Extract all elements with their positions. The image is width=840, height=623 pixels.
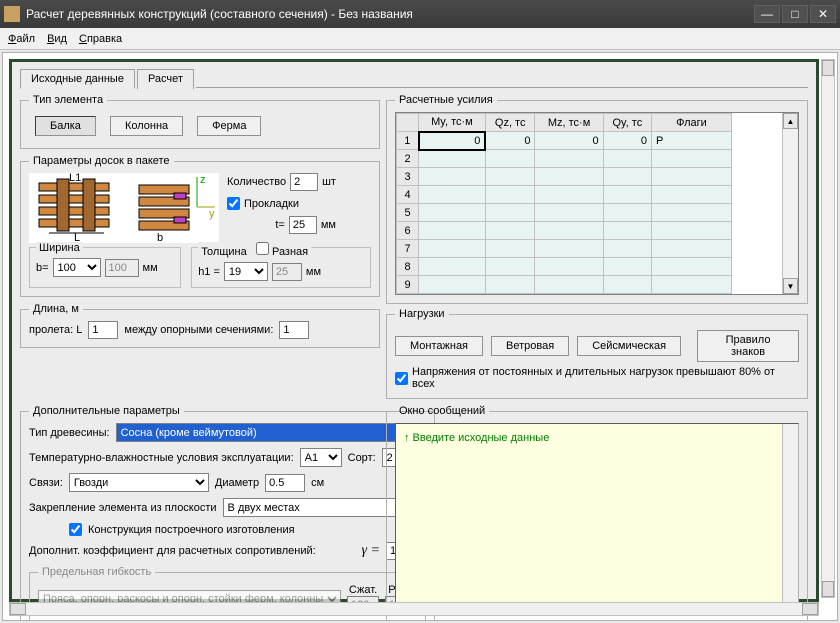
qty-input[interactable] xyxy=(290,173,318,191)
menu-help[interactable]: Справка xyxy=(79,33,122,45)
constr-label: Конструкция построечного изготовления xyxy=(88,524,295,536)
t-unit: мм xyxy=(321,219,336,231)
legend-boards: Параметры досок в пакете xyxy=(29,155,174,167)
client-vscroll[interactable] xyxy=(821,59,835,598)
minimize-button[interactable]: — xyxy=(754,5,780,23)
legend-efforts: Расчетные усилия xyxy=(395,94,497,106)
boards-diagram: L1 L z y b xyxy=(29,173,219,243)
btn-beam[interactable]: Балка xyxy=(35,116,96,136)
t-input[interactable] xyxy=(289,216,317,234)
legend-messages: Окно сообщений xyxy=(395,405,489,417)
group-loads: Нагрузки Монтажная Ветровая Сейсмическая… xyxy=(386,308,808,399)
window-title: Расчет деревянных конструкций (составног… xyxy=(26,7,754,21)
col-mz[interactable]: Mz, тс·м xyxy=(535,114,603,132)
qty-unit: шт xyxy=(322,176,336,188)
between-input[interactable] xyxy=(279,321,309,339)
h1-select[interactable]: 19 xyxy=(224,262,268,281)
tabstrip: Исходные данные Расчет xyxy=(12,62,816,88)
stress-label: Напряжения от постоянных и длительных на… xyxy=(412,366,799,390)
tab-content: Тип элемента Балка Колонна Ферма Парамет… xyxy=(12,88,816,621)
col-qz[interactable]: Qz, тс xyxy=(485,114,535,132)
compr-label: Сжат. xyxy=(349,584,377,596)
h2-input xyxy=(272,263,302,281)
diff-checkbox[interactable] xyxy=(256,242,269,255)
diam-label: Диаметр xyxy=(215,477,259,489)
legend-loads: Нагрузки xyxy=(395,308,449,320)
legend-addparams: Дополнительные параметры xyxy=(29,405,184,417)
group-length: Длина, м пролета: L между опорными сечен… xyxy=(20,303,380,348)
b-select[interactable]: 100 xyxy=(53,258,101,277)
svg-text:z: z xyxy=(200,174,206,186)
message-scrollbar[interactable] xyxy=(782,424,798,602)
between-label: между опорными сечениями: xyxy=(124,324,273,336)
ties-select[interactable]: Гвозди xyxy=(69,473,209,492)
btn-seismic[interactable]: Сейсмическая xyxy=(577,336,681,356)
titlebar: Расчет деревянных конструкций (составног… xyxy=(0,0,840,28)
svg-text:L1: L1 xyxy=(69,173,81,184)
svg-text:y: y xyxy=(209,208,215,220)
legend-limit: Предельная гибкость xyxy=(38,566,155,578)
grid-scrollbar[interactable]: ▲▼ xyxy=(782,113,798,294)
tab-input[interactable]: Исходные данные xyxy=(20,69,135,89)
gamma-symbol: γ = xyxy=(362,543,380,559)
close-button[interactable]: ✕ xyxy=(810,5,836,23)
sort-label: Сорт: xyxy=(348,452,376,464)
app-icon xyxy=(4,6,20,22)
width-legend: Ширина xyxy=(36,242,83,254)
btn-mount[interactable]: Монтажная xyxy=(395,336,483,356)
group-addparams: Дополнительные параметры Тип древесины: … xyxy=(20,405,435,621)
main-window: Расчет деревянных конструкций (составног… xyxy=(0,0,840,623)
b-unit: мм xyxy=(143,262,158,274)
stress-checkbox[interactable] xyxy=(395,372,408,385)
col-my[interactable]: My, тс·м xyxy=(419,114,486,132)
btn-wind[interactable]: Ветровая xyxy=(491,336,569,356)
maximize-button[interactable]: □ xyxy=(782,5,808,23)
message-text: ↑ Введите исходные данные xyxy=(404,432,549,444)
document-frame: Исходные данные Расчет Тип элемента Балк… xyxy=(9,59,819,602)
gamma-label: Дополнит. коэффициент для расчетных сопр… xyxy=(29,545,316,557)
client-hscroll[interactable] xyxy=(9,602,819,616)
menubar: Файл Вид Справка xyxy=(0,28,840,50)
span-input[interactable] xyxy=(88,321,118,339)
col-flags[interactable]: Флаги xyxy=(652,114,732,132)
span-label: пролета: L xyxy=(29,324,82,336)
diff-label: Разная xyxy=(272,246,308,258)
group-messages: Окно сообщений ↑ Введите исходные данные xyxy=(386,405,808,621)
tab-calc[interactable]: Расчет xyxy=(137,69,194,89)
legend-length: Длина, м xyxy=(29,303,83,315)
diam-unit: см xyxy=(311,477,324,489)
btn-signrule[interactable]: Правило знаков xyxy=(697,330,799,362)
client-area: Исходные данные Расчет Тип элемента Балк… xyxy=(2,52,838,621)
menu-view[interactable]: Вид xyxy=(47,33,67,45)
diam-input[interactable] xyxy=(265,474,305,492)
btn-truss[interactable]: Ферма xyxy=(197,116,261,136)
h1-label: h1 = xyxy=(198,266,220,278)
group-element-type: Тип элемента Балка Колонна Ферма xyxy=(20,94,380,149)
wood-label: Тип древесины: xyxy=(29,427,110,439)
efforts-grid[interactable]: My, тс·м Qz, тс Mz, тс·м Qy, тс Флаги 10… xyxy=(395,112,799,295)
btn-column[interactable]: Колонна xyxy=(110,116,183,136)
h-unit: мм xyxy=(306,266,321,278)
thick-legend: Толщина xyxy=(201,246,247,258)
menu-file[interactable]: Файл xyxy=(8,33,35,45)
qty-label: Количество xyxy=(227,176,286,188)
svg-text:b: b xyxy=(157,232,163,243)
group-efforts: Расчетные усилия My, тс·м Qz, тс Mz, тс·… xyxy=(386,94,808,304)
tvu-select[interactable]: А1 xyxy=(300,448,342,467)
legend-element-type: Тип элемента xyxy=(29,94,107,106)
ties-label: Связи: xyxy=(29,477,63,489)
b-label: b= xyxy=(36,262,49,274)
anchor-label: Закрепление элемента из плоскости xyxy=(29,502,217,514)
b2-input xyxy=(105,259,139,277)
group-boards: Параметры досок в пакете L1 xyxy=(20,155,380,297)
spacers-label: Прокладки xyxy=(244,198,299,210)
t-label: t= xyxy=(275,219,284,231)
message-area: ↑ Введите исходные данные xyxy=(395,423,799,603)
wood-select[interactable]: Сосна (кроме веймутовой) xyxy=(116,423,426,442)
col-qy[interactable]: Qy, тс xyxy=(603,114,651,132)
spacers-checkbox[interactable] xyxy=(227,197,240,210)
constr-checkbox[interactable] xyxy=(69,523,82,536)
tvu-label: Температурно-влажностные условия эксплуа… xyxy=(29,452,294,464)
